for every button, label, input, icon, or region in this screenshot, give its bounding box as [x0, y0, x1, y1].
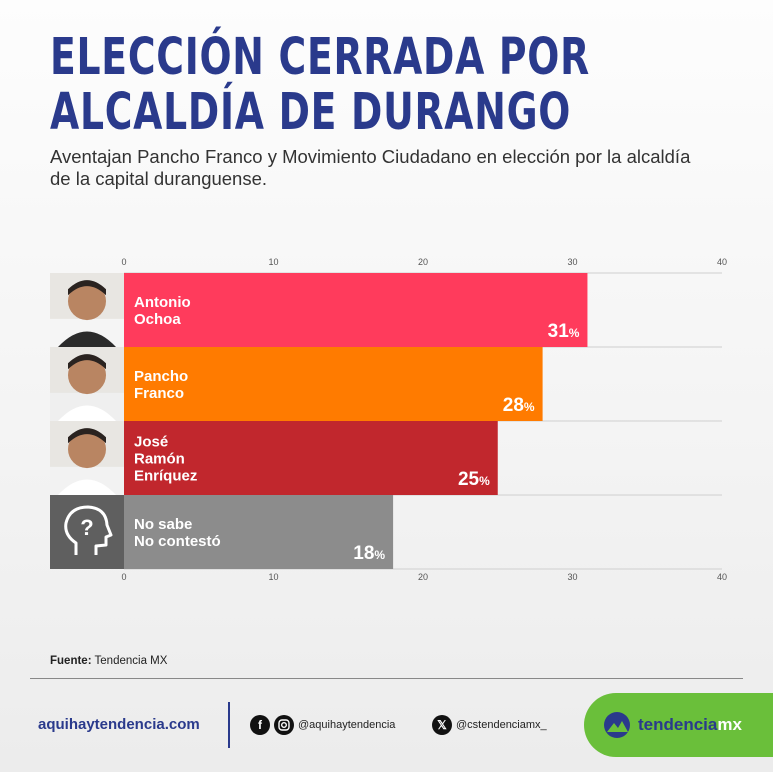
source-label: Fuente: — [50, 655, 92, 667]
bar-value-label: 18% — [353, 543, 385, 564]
x-tick-top: 30 — [567, 257, 577, 267]
source-text: Tendencia MX — [94, 655, 168, 667]
bar-category-label: José — [134, 434, 168, 451]
bar — [124, 347, 543, 421]
page-subtitle: Aventajan Pancho Franco y Movimiento Ciu… — [50, 146, 691, 189]
x-tick-bottom: 40 — [717, 572, 727, 582]
x-tick-top: 40 — [717, 257, 727, 267]
bar-category-label: Enríquez — [134, 468, 197, 485]
candidate-photo — [50, 273, 124, 347]
bar-value-label: 31% — [548, 321, 580, 342]
bar-category-label: No sabe — [134, 516, 192, 533]
bar — [124, 273, 588, 347]
website-link[interactable]: aquihaytendencia.com — [38, 716, 200, 733]
x-axis-top: 0 10 20 30 40 — [121, 257, 727, 267]
x-tick-bottom: 0 — [121, 572, 126, 582]
x-tick-bottom: 20 — [418, 572, 428, 582]
brand-main: tendencia — [638, 715, 718, 734]
bar-category-label: Ramón — [134, 451, 185, 468]
title-line-2: alcaldía de Durango — [50, 83, 572, 142]
social-x[interactable]: 𝕏 @cstendenciamx_ — [432, 715, 547, 735]
candidate-photo — [50, 347, 124, 421]
brand-logo-icon — [604, 712, 630, 738]
x-tick-top: 20 — [418, 257, 428, 267]
x-tick-bottom: 30 — [567, 572, 577, 582]
bar — [124, 495, 394, 569]
bar-value-label: 25% — [458, 469, 490, 490]
bar-category-label: Pancho — [134, 368, 188, 385]
head-question-icon: ? — [50, 495, 124, 569]
candidate-photo — [50, 421, 124, 495]
source-note: Fuente: Tendencia MX — [50, 655, 167, 667]
brand-name: tendenciamx — [638, 715, 742, 735]
page-title: Elección cerrada por alcaldía de Durango — [50, 30, 590, 140]
x-icon[interactable]: 𝕏 — [432, 715, 452, 735]
footer-separator — [228, 702, 230, 748]
x-tick-bottom: 10 — [268, 572, 278, 582]
title-line-1: Elección cerrada por — [50, 28, 590, 87]
facebook-icon[interactable]: f — [250, 715, 270, 735]
bar-chart: 0 10 20 30 40 0 10 20 30 40 AntonioOchoa31%Panch… — [50, 257, 727, 582]
chart-bars: AntonioOchoa31%PanchoFranco28%JoséRamónE… — [50, 273, 588, 569]
bar-category-label: Antonio — [134, 294, 191, 311]
instagram-icon[interactable] — [274, 715, 294, 735]
social-handle-x: @cstendenciamx_ — [456, 719, 547, 731]
x-axis-bottom: 0 10 20 30 40 — [121, 572, 727, 582]
brand-suffix: mx — [717, 715, 742, 734]
x-tick-top: 10 — [268, 257, 278, 267]
social-handle-fb-ig: @aquihaytendencia — [298, 719, 396, 731]
bar-category-label: No contestó — [134, 533, 221, 550]
bar — [124, 421, 498, 495]
bar-value-label: 28% — [503, 395, 535, 416]
bar-category-label: Ochoa — [134, 311, 181, 328]
x-tick-top: 0 — [121, 257, 126, 267]
svg-text:?: ? — [80, 515, 93, 540]
footer-divider — [30, 678, 743, 679]
bar-category-label: Franco — [134, 385, 184, 402]
social-fb-ig[interactable]: f @aquihaytendencia — [250, 715, 395, 735]
brand-badge: tendenciamx — [584, 693, 773, 757]
